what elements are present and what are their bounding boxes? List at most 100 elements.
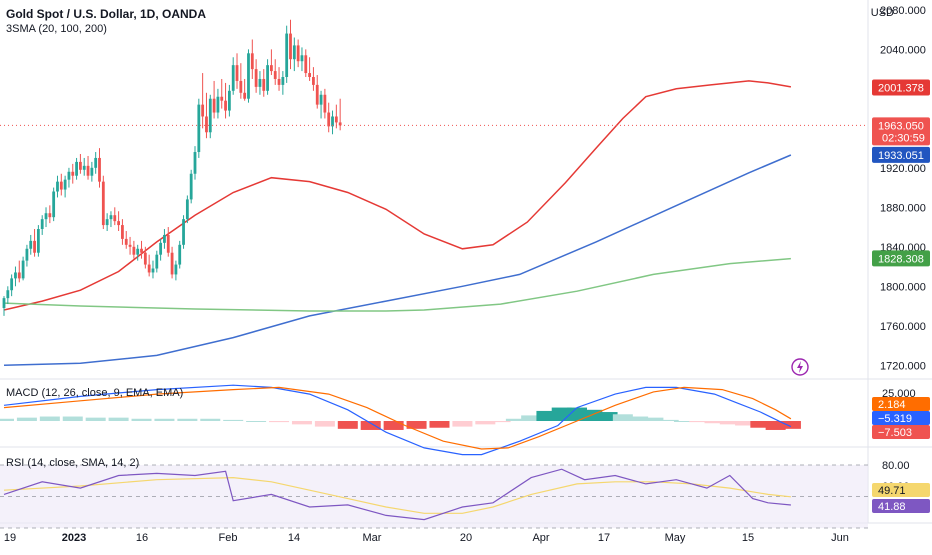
candle-body[interactable] <box>79 161 82 170</box>
candle-body[interactable] <box>327 112 331 127</box>
candle-body[interactable] <box>285 33 289 77</box>
candle-body[interactable] <box>124 238 128 245</box>
candle-body[interactable] <box>227 90 231 111</box>
candle-body[interactable] <box>266 65 269 91</box>
candle-body[interactable] <box>29 240 33 249</box>
candle-body[interactable] <box>170 252 174 275</box>
candle-body[interactable] <box>151 268 155 273</box>
candle-body[interactable] <box>262 78 266 91</box>
candle-body[interactable] <box>166 234 170 253</box>
candle-body[interactable] <box>14 272 17 279</box>
candle-body[interactable] <box>40 219 44 230</box>
time-tick-label: Feb <box>219 532 238 544</box>
candle-body[interactable] <box>239 80 243 93</box>
candle-body[interactable] <box>75 161 78 176</box>
candle-body[interactable] <box>174 264 178 275</box>
candle-body[interactable] <box>52 191 56 218</box>
candle-body[interactable] <box>201 104 205 117</box>
candle-body[interactable] <box>258 78 262 87</box>
candle-body[interactable] <box>247 53 250 99</box>
candle-body[interactable] <box>270 65 273 72</box>
candle-body[interactable] <box>331 116 334 127</box>
candle-body[interactable] <box>82 165 86 170</box>
lightning-bolt-icon[interactable] <box>791 358 809 376</box>
candle-body[interactable] <box>48 213 52 218</box>
candle-body[interactable] <box>90 167 94 176</box>
candle-body[interactable] <box>140 248 143 253</box>
indicator-label-rsi[interactable]: RSI (14, close, SMA, 14, 2) <box>6 457 140 469</box>
candle-body[interactable] <box>250 53 254 70</box>
candle-body[interactable] <box>113 215 117 222</box>
candle-body[interactable] <box>67 171 71 180</box>
indicator-label-3sma[interactable]: 3SMA (20, 100, 200) <box>6 23 107 35</box>
candle-body[interactable] <box>254 69 258 87</box>
candle-body[interactable] <box>136 248 140 255</box>
candle-body[interactable] <box>17 272 21 279</box>
candle-body[interactable] <box>36 229 40 253</box>
candle-body[interactable] <box>59 181 63 190</box>
candle-body[interactable] <box>10 278 14 291</box>
candle-body[interactable] <box>33 240 36 253</box>
candle-body[interactable] <box>147 264 151 273</box>
candle-body[interactable] <box>323 94 327 113</box>
candle-body[interactable] <box>197 104 201 153</box>
candle-body[interactable] <box>185 199 189 220</box>
rsi-value-label: 49.71 <box>878 485 906 497</box>
candle-body[interactable] <box>205 116 208 133</box>
candle-body[interactable] <box>315 84 319 105</box>
candle-body[interactable] <box>231 65 235 91</box>
candle-body[interactable] <box>71 171 75 176</box>
candle-body[interactable] <box>281 77 285 85</box>
candle-body[interactable] <box>224 100 227 111</box>
price-tag-label: 1963.050 <box>878 120 924 132</box>
candle-body[interactable] <box>193 152 197 174</box>
candle-body[interactable] <box>182 219 185 245</box>
candle-body[interactable] <box>121 225 124 239</box>
candle-body[interactable] <box>56 181 59 192</box>
candle-body[interactable] <box>128 244 132 247</box>
candle-body[interactable] <box>25 248 29 261</box>
candle-body[interactable] <box>86 165 90 176</box>
candle-body[interactable] <box>21 260 25 279</box>
candle-body[interactable] <box>132 246 136 255</box>
candle-body[interactable] <box>94 157 98 168</box>
candle-body[interactable] <box>338 122 342 126</box>
candle-body[interactable] <box>101 181 105 226</box>
indicator-label-macd[interactable]: MACD (12, 26, close, 9, EMA, EMA) <box>6 387 184 399</box>
candle-body[interactable] <box>292 45 296 60</box>
candle-body[interactable] <box>312 77 315 85</box>
candle-body[interactable] <box>105 219 109 226</box>
candle-body[interactable] <box>243 92 247 99</box>
candle-body[interactable] <box>296 45 300 62</box>
candle-body[interactable] <box>2 298 6 308</box>
candle-body[interactable] <box>289 33 292 60</box>
candle-body[interactable] <box>319 94 323 105</box>
candle-body[interactable] <box>163 234 166 243</box>
candle-body[interactable] <box>277 78 281 85</box>
candle-body[interactable] <box>235 65 239 81</box>
symbol-title[interactable]: Gold Spot / U.S. Dollar, 1D, OANDA <box>6 7 207 21</box>
candle-body[interactable] <box>216 96 220 113</box>
candle-body[interactable] <box>159 242 163 255</box>
candle-body[interactable] <box>334 116 338 123</box>
candle-body[interactable] <box>273 71 277 79</box>
candle-body[interactable] <box>189 173 193 200</box>
candle-body[interactable] <box>212 98 216 113</box>
candle-body[interactable] <box>6 290 10 299</box>
candle-body[interactable] <box>300 55 304 62</box>
candle-body[interactable] <box>109 215 113 220</box>
candle-body[interactable] <box>117 221 120 226</box>
candle-body[interactable] <box>220 96 224 101</box>
candle-body[interactable] <box>98 157 101 182</box>
candle-body[interactable] <box>143 252 147 265</box>
time-tick-label: 16 <box>136 532 148 544</box>
candle-body[interactable] <box>63 179 67 190</box>
candle-body[interactable] <box>308 73 311 77</box>
candle-body[interactable] <box>155 254 159 269</box>
candle-body[interactable] <box>178 244 182 265</box>
price-tick-label: 1880.000 <box>880 202 926 214</box>
candle-body[interactable] <box>44 213 48 220</box>
candle-body[interactable] <box>304 55 308 74</box>
candle-body[interactable] <box>208 98 212 133</box>
